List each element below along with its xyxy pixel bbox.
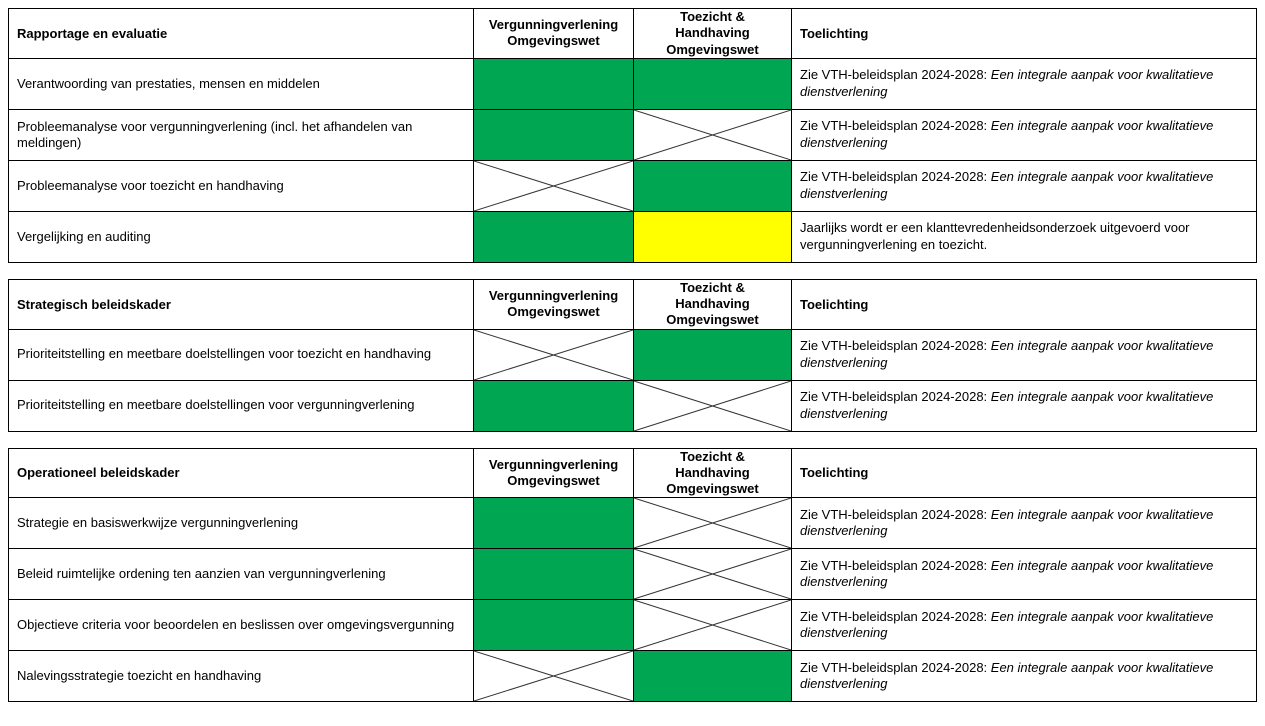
row-label: Prioriteitstelling en meetbare doelstell… (8, 328, 474, 381)
row-label: Prioriteitstelling en meetbare doelstell… (8, 379, 474, 432)
status-cell-toezicht-handhaving (633, 497, 792, 550)
table-row: Beleid ruimtelijke ordening ten aanzien … (8, 548, 1257, 601)
toelichting-text: Jaarlijks wordt er een klanttevredenheid… (800, 220, 1190, 252)
column-header-vergunningverlening: Vergunningverlening Omgevingswet (473, 447, 634, 499)
toelichting-text: Zie VTH-beleidsplan 2024-2028: (800, 389, 991, 404)
toelichting-text: Zie VTH-beleidsplan 2024-2028: (800, 557, 991, 573)
column-header-vergunningverlening: Vergunningverlening Omgevingswet (473, 8, 634, 59)
table-row: Vergelijking en auditing Jaarlijks wordt… (8, 210, 1257, 263)
table-row: Strategie en basiswerkwijze vergunningve… (8, 497, 1257, 550)
table-title: Rapportage en evaluatie (8, 8, 474, 59)
status-cell-toezicht-handhaving (633, 599, 792, 652)
table-row: Probleemanalyse voor vergunningverlening… (8, 108, 1257, 161)
column-header-toelichting: Toelichting (791, 447, 1257, 499)
status-cell-toezicht-handhaving (633, 328, 792, 381)
toelichting-italic: Een integrale aanpak voor kwalitatieve d… (800, 169, 1214, 201)
status-cell-vergunningverlening (473, 548, 634, 601)
row-label: Strategie en basiswerkwijze vergunningve… (8, 497, 474, 550)
table-row: Probleemanalyse voor toezicht en handhav… (8, 159, 1257, 212)
strategisch-beleidskader-table: Strategisch beleidskader Vergunningverle… (8, 278, 1257, 432)
rapportage-en-evaluatie-table: Rapportage en evaluatie Vergunningverlen… (8, 8, 1257, 263)
status-cell-vergunningverlening (473, 328, 634, 381)
toelichting-italic: Een integrale aanpak voor kwalitatieve d… (800, 338, 1214, 370)
status-cell-vergunningverlening (473, 650, 634, 703)
column-header-toelichting: Toelichting (791, 278, 1257, 330)
column-header-toelichting: Toelichting (791, 8, 1257, 59)
status-cell-toezicht-handhaving (633, 548, 792, 601)
header-row: Operationeel beleidskader Vergunningverl… (8, 447, 1257, 499)
status-cell-toezicht-handhaving (633, 650, 792, 703)
row-label: Beleid ruimtelijke ordening ten aanzien … (8, 548, 474, 601)
status-cell-vergunningverlening (473, 57, 634, 110)
toelichting-text: Zie VTH-beleidsplan 2024-2028: (800, 506, 991, 522)
toelichting-italic: Een integrale aanpak voor kwalitatieve d… (800, 506, 1214, 539)
status-cell-vergunningverlening (473, 159, 634, 212)
toelichting-text: Zie VTH-beleidsplan 2024-2028: (800, 608, 991, 624)
toelichting-cell: Zie VTH-beleidsplan 2024-2028: Een integ… (791, 328, 1257, 381)
status-cell-vergunningverlening (473, 599, 634, 652)
row-label: Verantwoording van prestaties, mensen en… (8, 57, 474, 110)
toelichting-text: Zie VTH-beleidsplan 2024-2028: (800, 169, 991, 185)
header-row: Strategisch beleidskader Vergunningverle… (8, 278, 1257, 330)
toelichting-italic: Een integrale aanpak voor kwalitatieve d… (800, 659, 1214, 692)
status-cell-toezicht-handhaving (633, 159, 792, 212)
toelichting-cell: Jaarlijks wordt er een klanttevredenheid… (791, 210, 1257, 263)
row-label: Objectieve criteria voor beoordelen en b… (8, 599, 474, 652)
toelichting-cell: Zie VTH-beleidsplan 2024-2028: Een integ… (791, 379, 1257, 432)
toelichting-italic: Een integrale aanpak voor kwalitatieve d… (800, 67, 1214, 99)
cross-icon (474, 330, 633, 380)
table-row: Nalevingsstrategie toezicht en handhavin… (8, 650, 1257, 703)
column-header-toezicht-handhaving: Toezicht & Handhaving Omgevingswet (633, 447, 792, 499)
table-row: Prioriteitstelling en meetbare doelstell… (8, 379, 1257, 432)
row-label: Vergelijking en auditing (8, 210, 474, 263)
row-label: Probleemanalyse voor vergunningverlening… (8, 108, 474, 161)
table-row: Prioriteitstelling en meetbare doelstell… (8, 328, 1257, 381)
status-cell-toezicht-handhaving (633, 108, 792, 161)
table-title: Strategisch beleidskader (8, 278, 474, 330)
status-cell-toezicht-handhaving (633, 379, 792, 432)
cross-icon (634, 600, 791, 650)
toelichting-text: Zie VTH-beleidsplan 2024-2028: (800, 659, 991, 675)
cross-icon (474, 651, 633, 701)
cross-icon (634, 381, 791, 431)
toelichting-text: Zie VTH-beleidsplan 2024-2028: (800, 118, 991, 134)
cross-icon (474, 161, 633, 211)
cross-icon (634, 110, 791, 160)
column-header-toezicht-handhaving: Toezicht & Handhaving Omgevingswet (633, 278, 792, 330)
table-row: Verantwoording van prestaties, mensen en… (8, 57, 1257, 110)
status-cell-vergunningverlening (473, 379, 634, 432)
toelichting-cell: Zie VTH-beleidsplan 2024-2028: Een integ… (791, 108, 1257, 161)
table-title: Operationeel beleidskader (8, 447, 474, 499)
status-cell-vergunningverlening (473, 108, 634, 161)
column-header-vergunningverlening: Vergunningverlening Omgevingswet (473, 278, 634, 330)
toelichting-italic: Een integrale aanpak voor kwalitatieve d… (800, 608, 1214, 641)
cross-icon (634, 498, 791, 548)
status-cell-vergunningverlening (473, 497, 634, 550)
toelichting-italic: Een integrale aanpak voor kwalitatieve d… (800, 389, 1214, 421)
toelichting-italic: Een integrale aanpak voor kwalitatieve d… (800, 118, 1214, 150)
header-row: Rapportage en evaluatie Vergunningverlen… (8, 8, 1257, 59)
toelichting-text: Zie VTH-beleidsplan 2024-2028: (800, 67, 991, 83)
table-row: Objectieve criteria voor beoordelen en b… (8, 599, 1257, 652)
row-label: Probleemanalyse voor toezicht en handhav… (8, 159, 474, 212)
toelichting-cell: Zie VTH-beleidsplan 2024-2028: Een integ… (791, 548, 1257, 601)
toelichting-text: Zie VTH-beleidsplan 2024-2028: (800, 338, 991, 353)
cross-icon (634, 549, 791, 599)
toelichting-cell: Zie VTH-beleidsplan 2024-2028: Een integ… (791, 599, 1257, 652)
toelichting-cell: Zie VTH-beleidsplan 2024-2028: Een integ… (791, 57, 1257, 110)
row-label: Nalevingsstrategie toezicht en handhavin… (8, 650, 474, 703)
status-cell-toezicht-handhaving (633, 210, 792, 263)
toelichting-cell: Zie VTH-beleidsplan 2024-2028: Een integ… (791, 650, 1257, 703)
toelichting-cell: Zie VTH-beleidsplan 2024-2028: Een integ… (791, 497, 1257, 550)
toelichting-italic: Een integrale aanpak voor kwalitatieve d… (800, 557, 1214, 590)
column-header-toezicht-handhaving: Toezicht & Handhaving Omgevingswet (633, 8, 792, 59)
status-cell-vergunningverlening (473, 210, 634, 263)
toelichting-cell: Zie VTH-beleidsplan 2024-2028: Een integ… (791, 159, 1257, 212)
status-cell-toezicht-handhaving (633, 57, 792, 110)
operationeel-beleidskader-table: Operationeel beleidskader Vergunningverl… (8, 447, 1257, 703)
